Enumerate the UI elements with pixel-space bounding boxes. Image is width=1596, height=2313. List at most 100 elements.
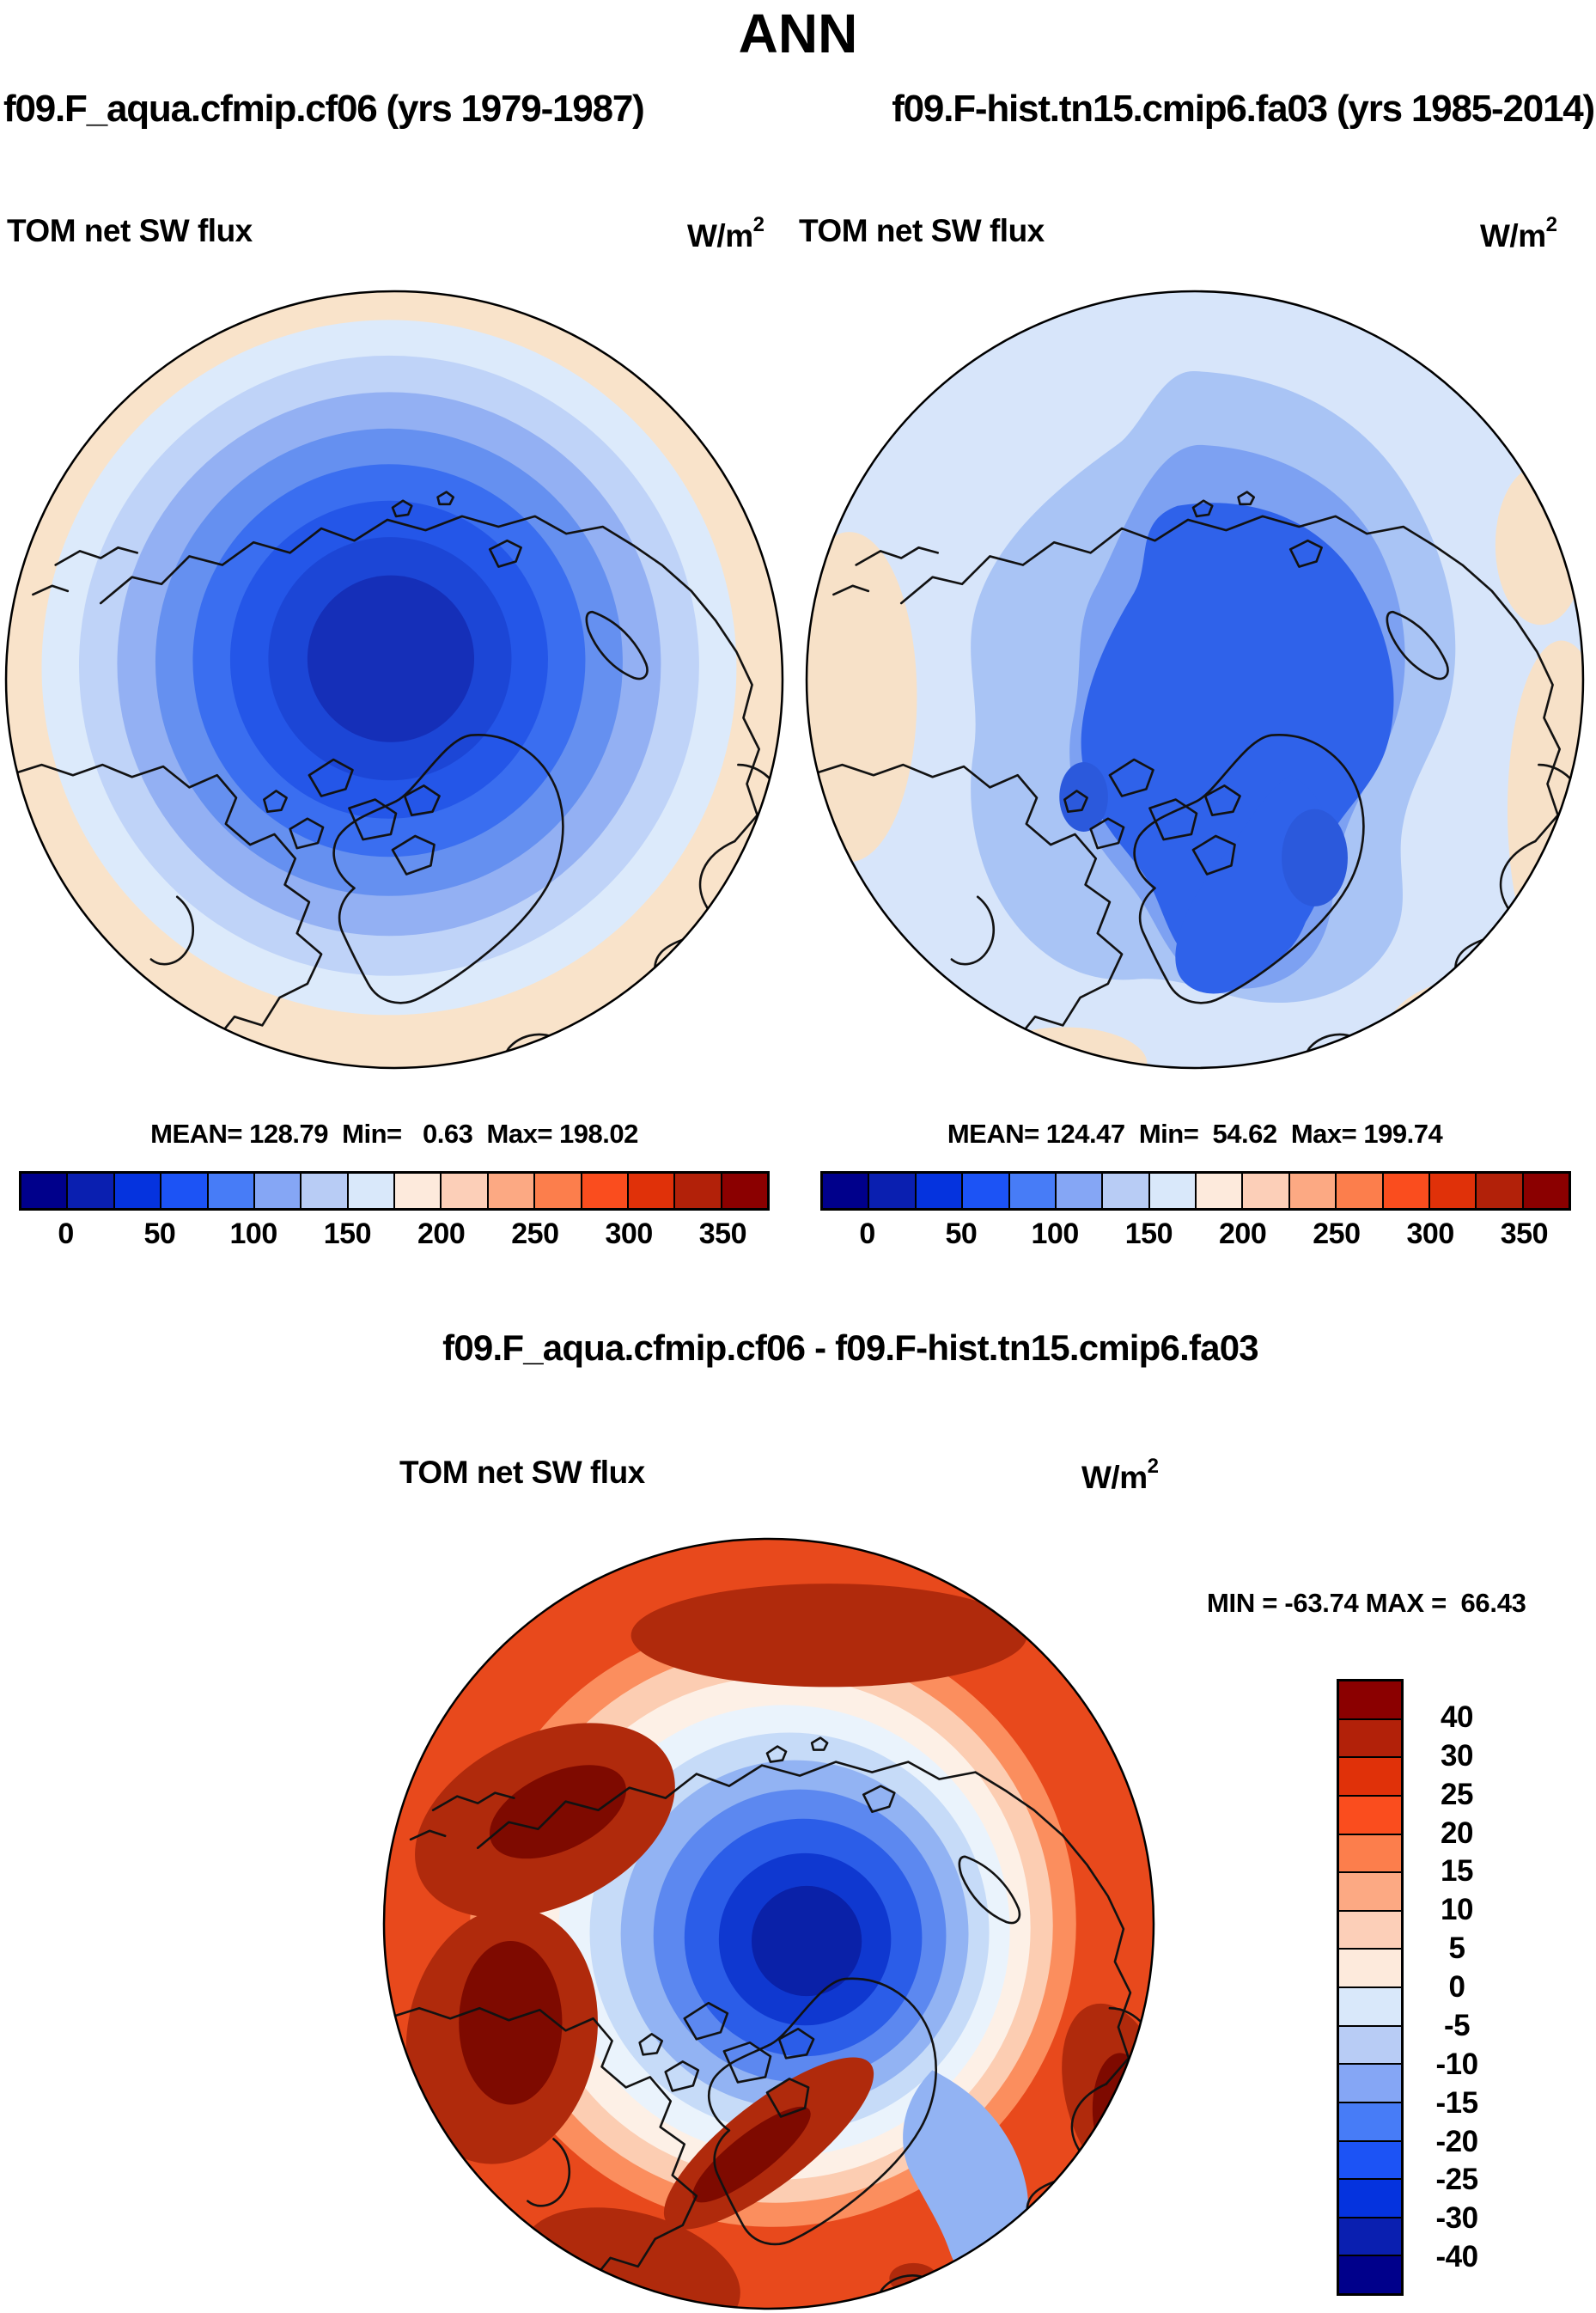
colorbar-tick-label: 250 [1313, 1218, 1361, 1250]
colorbar-tick-label: 150 [1124, 1218, 1173, 1250]
left-stats: MEAN= 128.79 Min= 0.63 Max= 198.02 [150, 1119, 638, 1149]
colorbar-diff: 40 30 25 20 15 10 5 0 -5 -10 -15 -20 -25 -30 -40 [1337, 1679, 1478, 2296]
left-var-label: TOM net SW flux [7, 213, 253, 248]
colorbar-cell [869, 1174, 917, 1208]
colorbar-cell [161, 1174, 209, 1208]
colorbar-tick-label: 0 [859, 1218, 875, 1250]
colorbar-cell [1339, 1988, 1401, 2027]
colorbar-cell [302, 1174, 349, 1208]
colorbar-cell [963, 1174, 1010, 1208]
right-units-exponent: 2 [1545, 213, 1557, 236]
colorbar-tick-labels: 0 50 100 150 200 250 300 350 [19, 1218, 770, 1255]
colorbar-tick-label: 0 [1448, 1970, 1465, 2004]
colorbar-left: 0 50 100 150 200 250 300 350 [19, 1171, 770, 1250]
colorbar-tick-label: 350 [698, 1218, 747, 1250]
colorbar-cell [1429, 1174, 1477, 1208]
colorbar-tick-label: 200 [1219, 1218, 1267, 1250]
colorbar-tick-label: 5 [1448, 1932, 1465, 1966]
colorbar-tick-label: 200 [417, 1218, 466, 1250]
map-aqua [4, 290, 784, 1070]
colorbar-cell [442, 1174, 489, 1208]
colorbar-cell [582, 1174, 629, 1208]
colorbar-tick-label: 150 [323, 1218, 372, 1250]
difference-title: f09.F_aqua.cfmip.cf06 - f09.F-hist.tn15.… [442, 1327, 1258, 1368]
colorbar-cell [1339, 2141, 1401, 2181]
colorbar-cell [488, 1174, 536, 1208]
map-aqua-bands [6, 291, 783, 1068]
colorbar-cell [1477, 1174, 1524, 1208]
colorbar-tick-label: 10 [1441, 1893, 1473, 1927]
colorbar-cell [395, 1174, 442, 1208]
colorbar-cells [19, 1171, 770, 1211]
colorbar-tick-label: -20 [1435, 2124, 1478, 2158]
colorbar-cell [628, 1174, 676, 1208]
colorbar-cell [1149, 1174, 1197, 1208]
colorbar-tick-label: 40 [1441, 1700, 1473, 1734]
colorbar-cell [114, 1174, 162, 1208]
left-units-text: W/m [687, 218, 753, 253]
colorbar-cell [1339, 2065, 1401, 2103]
diff-units-text: W/m [1081, 1460, 1148, 1495]
colorbar-cell [1197, 1174, 1244, 1208]
diff-units-exponent: 2 [1147, 1455, 1159, 1478]
run-title-right: f09.F-hist.tn15.cmip6.fa03 (yrs 1985-201… [892, 88, 1595, 130]
colorbar-cell [1009, 1174, 1057, 1208]
colorbar-cell [1243, 1174, 1290, 1208]
colorbar-tick-label: -10 [1435, 2047, 1478, 2081]
colorbar-cell [1339, 1950, 1401, 1988]
colorbar-cell [1056, 1174, 1104, 1208]
colorbar-tick-labels: 0 50 100 150 200 250 300 350 [820, 1218, 1571, 1255]
colorbar-cell [254, 1174, 302, 1208]
right-stats: MEAN= 124.47 Min= 54.62 Max= 199.74 [947, 1119, 1443, 1149]
colorbar-cell [21, 1174, 69, 1208]
colorbar-cell [1339, 1873, 1401, 1912]
left-units-label: W/m2 [687, 213, 764, 254]
right-units-text: W/m [1480, 218, 1546, 253]
colorbar-tick-label: -30 [1435, 2201, 1478, 2236]
colorbar-tick-label: 100 [229, 1218, 278, 1250]
colorbar-cell [1339, 2218, 1401, 2257]
colorbar-tick-label: 250 [511, 1218, 559, 1250]
colorbar-cell [1339, 1911, 1401, 1950]
colorbar-cell [1383, 1174, 1430, 1208]
colorbar-tick-label: 25 [1441, 1777, 1473, 1811]
colorbar-cells [820, 1171, 1571, 1211]
colorbar-cell [348, 1174, 395, 1208]
colorbar-cell [1339, 2256, 1401, 2293]
map-hist [805, 290, 1585, 1070]
colorbar-cell [1339, 1719, 1401, 1759]
diff-minmax: MIN = -63.74 MAX = 66.43 [1207, 1588, 1526, 1618]
colorbar-tick-label: 0 [58, 1218, 74, 1250]
colorbar-cell [1339, 2102, 1401, 2142]
colorbar-tick-label: 20 [1441, 1816, 1473, 1850]
colorbar-tick-label: -25 [1435, 2163, 1478, 2197]
colorbar-tick-label: 50 [143, 1218, 176, 1250]
colorbar-cell [1339, 1681, 1401, 1720]
left-units-exponent: 2 [752, 213, 764, 236]
colorbar-cell [823, 1174, 870, 1208]
map-diff [382, 1537, 1155, 2310]
colorbar-cell [1337, 1174, 1384, 1208]
diff-var-label: TOM net SW flux [399, 1455, 645, 1490]
colorbar-cells [1337, 1679, 1404, 2296]
colorbar-tick-label: 100 [1031, 1218, 1080, 1250]
colorbar-cell [68, 1174, 115, 1208]
colorbar-tick-label: 50 [945, 1218, 978, 1250]
colorbar-tick-label: 30 [1441, 1738, 1473, 1773]
colorbar-cell [208, 1174, 255, 1208]
colorbar-tick-label: -40 [1435, 2240, 1478, 2274]
figure-title: ANN [738, 3, 858, 64]
colorbar-tick-label: 300 [605, 1218, 654, 1250]
colorbar-cell [535, 1174, 582, 1208]
colorbar-tick-labels: 40 30 25 20 15 10 5 0 -5 -10 -15 -20 -25 -30 -40 [1416, 1679, 1510, 2296]
colorbar-cell [1339, 2026, 1401, 2066]
colorbar-cell [722, 1174, 767, 1208]
colorbar-tick-label: -5 [1443, 2008, 1471, 2042]
diff-units-label: W/m2 [1081, 1455, 1159, 1496]
right-var-label: TOM net SW flux [799, 213, 1045, 248]
colorbar-cell [1339, 1834, 1401, 1874]
map-diff-bands [384, 1539, 1154, 2309]
colorbar-cell [1339, 1796, 1401, 1835]
run-title-left: f09.F_aqua.cfmip.cf06 (yrs 1979-1987) [3, 88, 645, 130]
